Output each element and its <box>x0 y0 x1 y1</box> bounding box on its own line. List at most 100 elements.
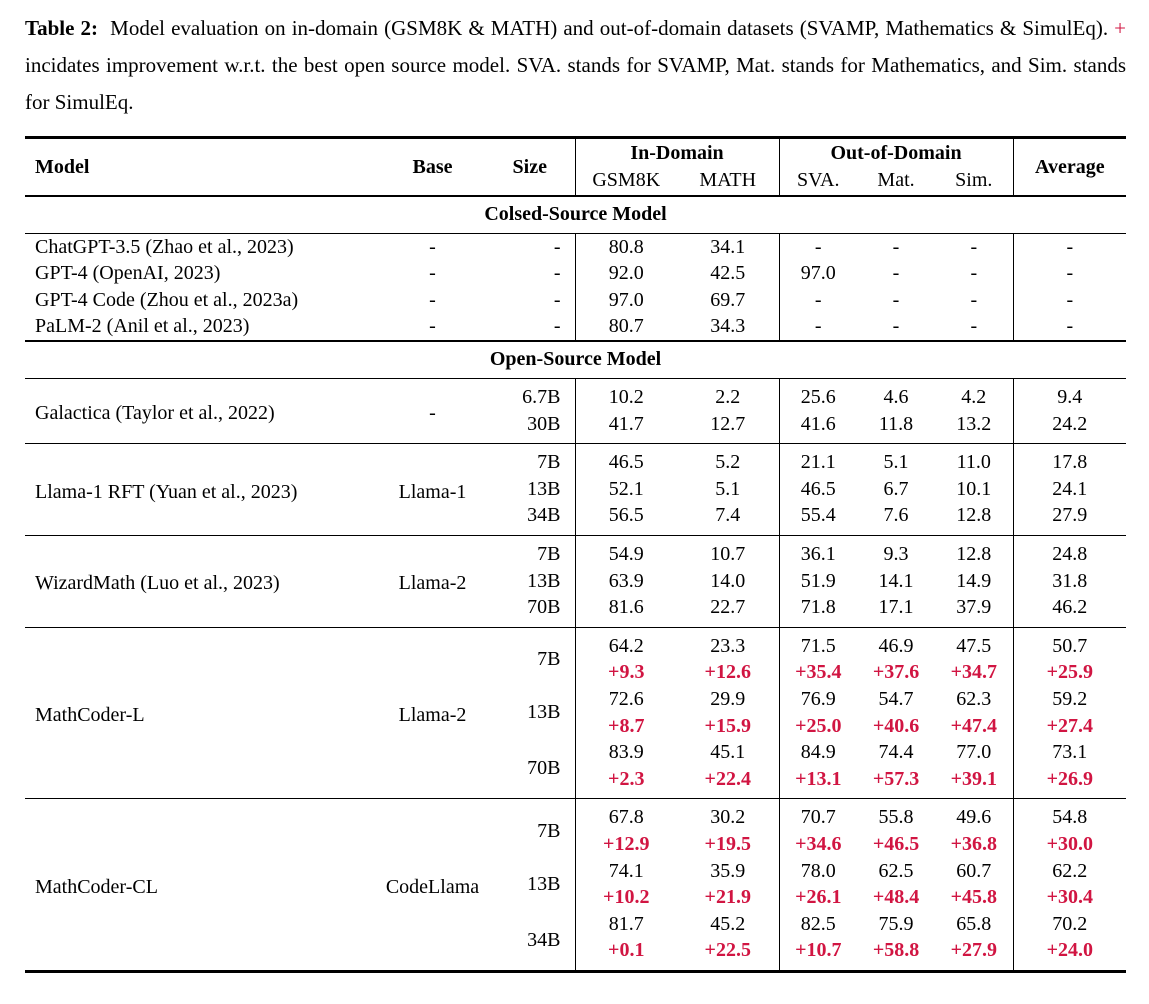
improvement-cell: +27.4 <box>1046 714 1093 737</box>
score-cell: 72.6 <box>608 687 644 710</box>
score-cell: 97.0 <box>608 288 644 311</box>
table-row: 13B 72.6 29.9 76.9 54.7 62.3 59.2 <box>25 686 1126 740</box>
score-cell: - <box>892 315 900 338</box>
size-cell: 70B <box>485 594 576 628</box>
table-row: 34B 56.5 7.4 55.4 7.6 12.8 27.9 <box>25 502 1126 536</box>
score-cell: - <box>935 287 1014 314</box>
score-cell: 74.1 <box>608 859 644 882</box>
improvement-cell: +34.7 <box>935 659 1014 687</box>
score-cell: 84.9 <box>800 741 836 764</box>
score-cell: - <box>935 260 1014 288</box>
table-row: PaLM-2 (Anil et al., 2023) - - 80.7 34.3 - - - - <box>25 313 1126 342</box>
score-cell: 76.9 <box>800 687 836 710</box>
model-name-cell: MathCoder-CL <box>25 798 380 972</box>
score-cell: 54.9 <box>575 534 677 569</box>
score-cell: 81.7 <box>608 912 644 935</box>
score-cell: 75.9 <box>878 912 914 935</box>
improvement-cell: +0.1 <box>608 939 645 962</box>
score-cell: 64.2 <box>575 626 677 660</box>
score-cell: 9.4 <box>1013 378 1127 412</box>
score-cell: 42.5 <box>677 260 780 288</box>
improvement-cell: +2.3 <box>608 767 645 790</box>
improvement-cell: +45.8 <box>935 884 1014 912</box>
table-row: GPT-4 Code (Zhou et al., 2023a) - - 97.0 69.… <box>25 287 1126 314</box>
score-cell: 27.9 <box>1052 504 1088 527</box>
base-model-cell: - <box>429 288 436 311</box>
size-cell: 7B <box>485 534 576 569</box>
size-cell: 34B <box>485 502 576 536</box>
model-name-cell: WizardMath (Luo et al., 2023) <box>25 534 380 628</box>
improvement-cell: +25.0 <box>795 714 842 737</box>
improvement-cell: +22.5 <box>677 937 780 972</box>
score-cell: 7.4 <box>677 502 780 536</box>
score-cell: 60.7 <box>935 858 1014 885</box>
score-cell: - <box>935 313 1014 342</box>
improvement-cell: +25.9 <box>1046 661 1093 684</box>
table-row: 70B 83.9 45.1 84.9 74.4 77.0 73.1 <box>25 739 1126 799</box>
score-cell: 35.9 <box>677 858 780 885</box>
score-cell: 70.2 <box>1052 912 1088 935</box>
size-cell: 13B <box>485 686 576 740</box>
improvement-cell: +30.4 <box>1046 886 1093 909</box>
improvement-cell: +19.5 <box>677 831 780 858</box>
size-cell: 13B <box>485 858 576 912</box>
base-model-cell: Llama-1 <box>380 443 485 536</box>
table-row: 30B 41.7 12.7 41.6 11.8 13.2 24.2 <box>25 411 1126 444</box>
improvement-cell: +35.4 <box>795 661 842 684</box>
score-cell: 70.7 <box>779 798 858 832</box>
score-cell: 50.7 <box>1013 626 1127 660</box>
score-cell: 62.3 <box>935 686 1014 714</box>
table-row: 13B 63.9 14.0 51.9 14.1 14.9 31.8 <box>25 568 1126 595</box>
score-cell: 31.8 <box>1052 569 1088 592</box>
score-cell: 10.2 <box>575 378 677 412</box>
size-cell: 7B <box>485 798 576 858</box>
score-cell: 7.6 <box>883 504 909 527</box>
improvement-row: +2.3 +22.4 +13.1 +57.3 +39.1 +26.9 <box>25 766 1126 799</box>
score-cell: 59.2 <box>1052 687 1088 710</box>
improvement-cell: +12.6 <box>677 659 780 687</box>
improvement-cell: +24.0 <box>1046 939 1093 962</box>
improvement-row: +10.2 +21.9 +26.1 +48.4 +45.8 +30.4 <box>25 884 1126 912</box>
table-row: 70B 81.6 22.7 71.8 17.1 37.9 46.2 <box>25 594 1126 628</box>
score-cell: 56.5 <box>608 504 644 527</box>
improvement-cell: +36.8 <box>935 831 1014 858</box>
improvement-cell: +22.4 <box>677 766 780 799</box>
score-cell: 46.5 <box>575 443 677 477</box>
size-cell: - <box>485 233 576 261</box>
score-cell: 9.3 <box>857 534 936 569</box>
score-cell: 63.9 <box>608 569 644 592</box>
score-cell: 73.1 <box>1052 741 1088 764</box>
table-header-row-1: Model Base Size In-Domain Out-of-Domain … <box>25 137 1126 197</box>
score-cell: 2.2 <box>677 378 780 412</box>
score-cell: 49.6 <box>935 798 1014 832</box>
score-cell: - <box>1066 262 1074 285</box>
score-cell: 47.5 <box>935 626 1014 660</box>
table-row: Galactica (Taylor et al., 2022) -6.7B 10.2… <box>25 377 1127 444</box>
base-model-cell: Llama-2 <box>380 626 485 799</box>
size-cell: 70B <box>485 739 576 799</box>
score-cell: - <box>1066 315 1074 338</box>
column-header-base: Base <box>412 155 453 178</box>
improvement-cell: +8.7 <box>608 714 645 737</box>
score-cell: 65.8 <box>935 911 1014 938</box>
column-header-average: Average <box>1034 155 1105 178</box>
improvement-cell: +46.5 <box>872 832 920 855</box>
score-cell: 51.9 <box>800 569 836 592</box>
score-cell: - <box>1066 288 1074 311</box>
column-header-model: Model <box>35 155 90 178</box>
table-row: MathCoder-CL CodeLlama 7B 67.8 30.2 70.7 55.8 4… <box>25 798 1127 972</box>
improvement-row: +9.3 +12.6 +35.4 +37.6 +34.7 +25.9 <box>25 659 1126 687</box>
improvement-cell: +30.0 <box>1046 832 1093 855</box>
score-cell: 52.1 <box>608 477 644 500</box>
model-evaluation-table: Model Base Size In-Domain Out-of-Domain … <box>25 136 1127 973</box>
size-cell: - <box>485 313 576 342</box>
score-cell: 37.9 <box>935 594 1014 628</box>
score-cell: 46.2 <box>1052 596 1088 619</box>
score-cell: 54.8 <box>1013 798 1127 832</box>
score-cell: 81.6 <box>608 596 644 619</box>
column-group-out-of-domain: Out-of-Domain <box>779 137 1014 169</box>
size-cell: 6.7B <box>485 378 576 412</box>
score-cell: 4.2 <box>935 378 1014 412</box>
score-cell: - <box>892 288 900 311</box>
improvement-cell: +27.9 <box>935 937 1014 972</box>
